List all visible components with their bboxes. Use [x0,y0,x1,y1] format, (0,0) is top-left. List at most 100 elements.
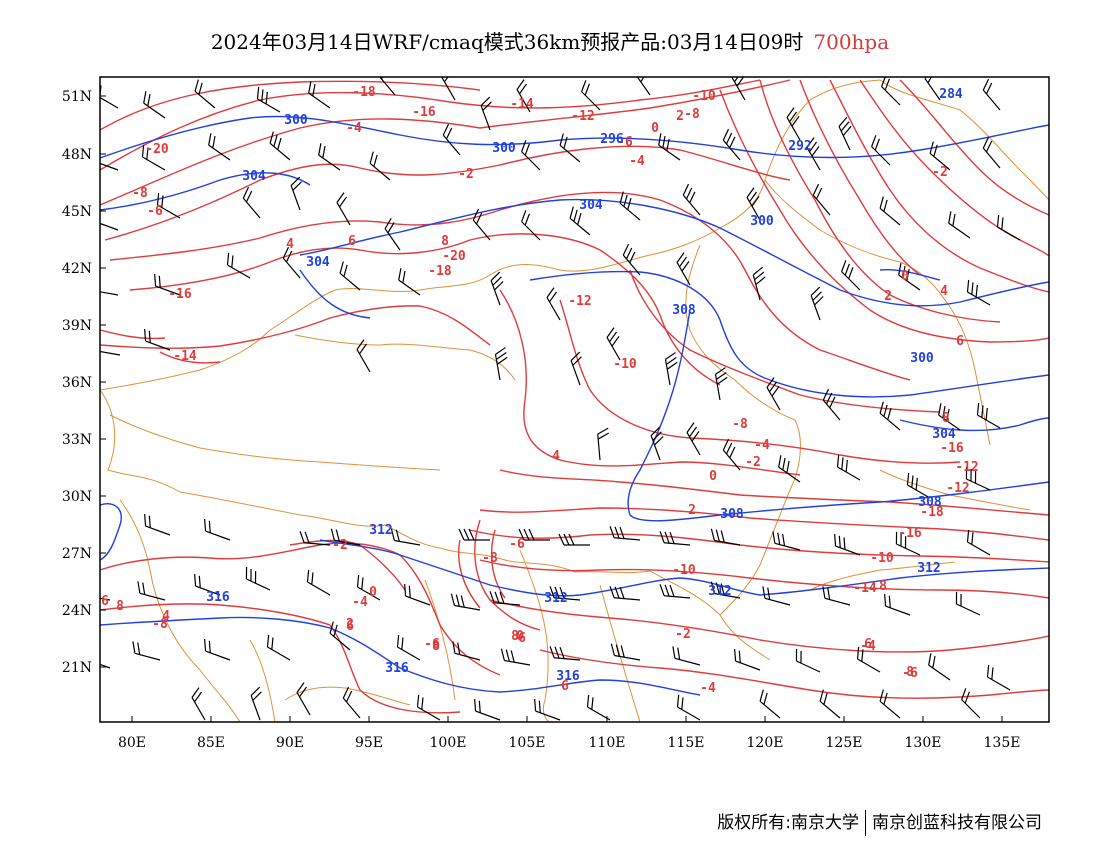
temperature-label: 6 [956,334,964,349]
temperature-label: -16 [940,441,964,456]
wind-barbs [100,77,1021,721]
temperature-label: -16 [898,526,922,541]
wind-barb [955,591,981,616]
temperature-label: 0 [709,469,717,484]
wind-barb [396,634,421,661]
temperature-label: -4 [754,438,770,453]
temperature-label: 2 [346,617,354,632]
height-contours [100,115,1049,696]
wind-barb [144,329,171,351]
wind-barb [269,131,291,161]
wind-barb [895,531,921,556]
title-level: 700hpa [813,30,890,54]
wind-barb [141,144,166,171]
wind-barb [490,271,504,306]
height-label: 300 [284,113,308,128]
isotherm-line [100,80,481,131]
wind-barb [558,533,590,546]
border-line [100,389,771,661]
wind-barb [204,639,231,661]
temperature-label: -8 [152,617,168,632]
isotherm-line [859,79,1049,257]
wind-barb [282,246,301,279]
wind-barb [494,347,508,381]
temperature-label: 6 [348,234,356,249]
wind-barb [976,402,1001,429]
wind-barb [752,266,766,301]
temperature-label: 8 [432,639,440,654]
height-label: 304 [242,169,266,184]
temperature-label: 0 [651,121,659,136]
wind-barb [570,351,582,386]
wind-barb [156,192,181,219]
wind-barb [948,211,971,239]
wind-barb [452,641,481,661]
wind-barb [938,403,961,431]
wind-barb [318,143,341,171]
wind-barb [714,367,728,401]
latitude-axis: 51N 48N 45N 42N 39N 36N 33N 30N 27N 24N 21N [62,89,106,676]
border-line [119,499,241,722]
wind-barb [518,528,550,541]
height-label: 312 [369,523,392,538]
wind-barb [132,641,161,661]
isotherm-line [759,79,1001,323]
wind-barb [356,574,381,601]
temperature-label: 2 [676,109,684,124]
height-label: 316 [385,661,409,676]
temperature-label: 6 [864,637,872,652]
wind-barb [676,694,701,721]
height-label: 296 [600,132,624,147]
wind-barb [208,133,231,161]
border-line [879,79,1049,201]
wind-barb [772,531,801,551]
wind-barb [609,526,641,541]
wind-barb [500,648,531,666]
wind-barb [906,472,931,499]
footer-company: 南京创蓝科技有限公司 [872,813,1042,833]
lon-label: 80E [118,735,146,751]
height-contour-line [100,503,122,561]
temperature-label: 6 [346,619,354,634]
wind-barb [296,682,311,716]
temperature-label: -18 [428,264,452,279]
height-contour-line [299,269,371,319]
footer: 版权所有:南京大学 南京创蓝科技有限公司 [717,808,1042,836]
temperature-label: 4 [552,449,560,464]
wind-barb [489,591,521,606]
height-label: 312 [917,561,940,576]
temperature-label: -4 [352,595,368,610]
wind-barb [879,401,901,431]
lat-label: 48N [62,147,92,163]
wind-barb [329,621,351,651]
wind-barb [581,80,601,111]
wind-barb [806,137,821,171]
isotherm-line [719,89,1049,343]
wind-barb [731,77,746,101]
height-contour-line [627,309,1049,522]
wind-barb [650,426,664,461]
wind-barb [786,107,801,141]
temperature-label: -12 [955,460,978,475]
wind-barb [822,388,841,421]
wind-barb [441,77,456,101]
wind-barb [204,519,231,541]
wind-barb [250,686,262,721]
wind-barb [965,466,991,491]
wind-barb [144,514,171,536]
wind-barb [986,664,1011,691]
height-contour-line [319,539,1049,597]
lon-label: 85E [197,735,225,751]
wind-barb [710,528,741,546]
temperature-label: 4 [940,284,948,299]
wind-barb [586,694,611,721]
height-label: 300 [492,141,516,156]
wind-barb [404,584,431,606]
wind-barb [521,140,541,171]
wind-barb [546,287,561,321]
wind-barb [819,689,841,719]
wind-barb [822,586,851,606]
lat-label: 27N [62,546,92,562]
temperature-label: -2 [745,455,761,470]
border-line [424,579,456,701]
